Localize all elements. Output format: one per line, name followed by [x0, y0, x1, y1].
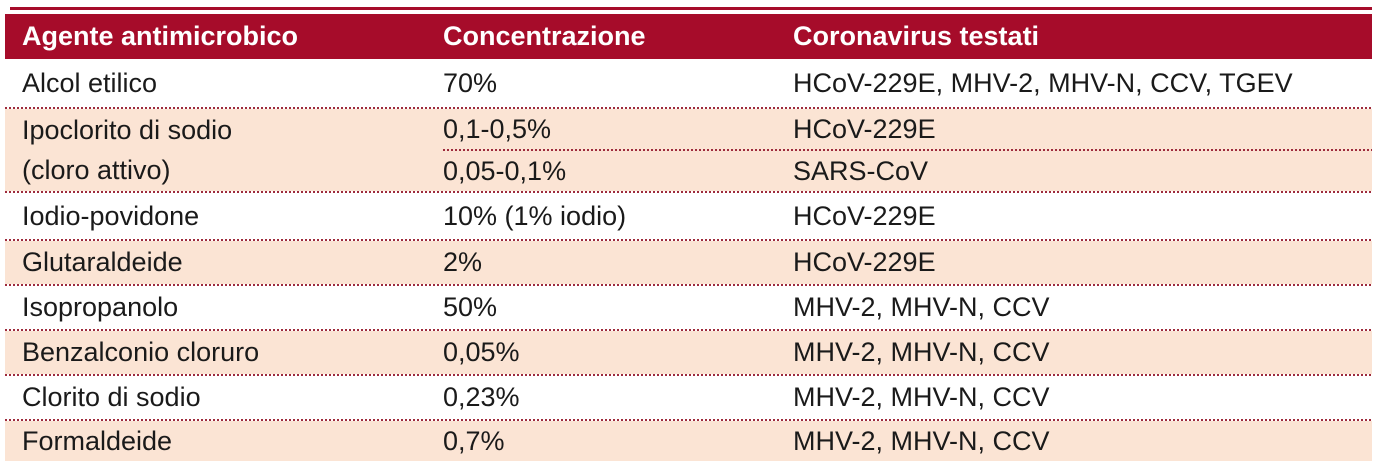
- cell-viruses: HCoV-229E: [793, 247, 936, 277]
- row-separator: [5, 191, 1372, 193]
- cell-agent: Alcol etilico: [22, 67, 158, 98]
- cell-concentration: 0,23%: [443, 382, 520, 412]
- cell-concentration: 2%: [443, 247, 483, 277]
- cell-concentration: 50%: [443, 292, 498, 322]
- row-separator: [5, 284, 1372, 286]
- row-separator: [5, 239, 1372, 241]
- cell-viruses: HCoV-229E: [793, 200, 936, 231]
- row-separator: [5, 419, 1372, 421]
- cell-viruses: SARS-CoV: [793, 155, 929, 186]
- column-header-viruses: Coronavirus testati: [793, 21, 1040, 51]
- cell-concentration: 0,05-0,1%: [443, 155, 567, 186]
- table-top-rule: [10, 7, 1372, 10]
- cell-viruses: HCoV-229E, MHV-2, MHV-N, CCV, TGEV: [793, 67, 1293, 98]
- row-separator: [5, 329, 1372, 331]
- cell-viruses: HCoV-229E: [793, 113, 936, 144]
- table-row: Isopropanolo 50% MHV-2, MHV-N, CCV: [5, 286, 1372, 329]
- column-header-concentration: Concentrazione: [443, 21, 646, 51]
- cell-concentration: 0,1-0,5%: [443, 113, 552, 144]
- cell-viruses: MHV-2, MHV-N, CCV: [793, 337, 1050, 367]
- table-row-merged: Ipoclorito di sodio (cloro attivo) 0,1-0…: [5, 109, 1372, 191]
- table-row: Iodio-povidone 10% (1% iodio) HCoV-229E: [5, 193, 1372, 239]
- cell-agent: Ipoclorito di sodio (cloro attivo): [22, 115, 233, 185]
- cell-viruses: MHV-2, MHV-N, CCV: [793, 425, 1050, 456]
- antimicrobial-agents-table: Agente antimicrobico Concentrazione Coro…: [5, 7, 1372, 461]
- row-separator: [5, 107, 1372, 109]
- cell-concentration: 10% (1% iodio): [443, 200, 627, 231]
- table-row: Alcol etilico 70% HCoV-229E, MHV-2, MHV-…: [5, 59, 1372, 107]
- cell-agent: Formaldeide: [22, 425, 173, 456]
- cell-concentration: 0,7%: [443, 425, 505, 456]
- row-separator: [5, 374, 1372, 376]
- cell-viruses: MHV-2, MHV-N, CCV: [793, 382, 1050, 412]
- cell-concentration: 70%: [443, 67, 498, 98]
- table-row: Benzalconio cloruro 0,05% MHV-2, MHV-N, …: [5, 331, 1372, 374]
- cell-agent: Isopropanolo: [22, 292, 179, 322]
- cell-agent: Benzalconio cloruro: [22, 337, 260, 367]
- cell-agent: Glutaraldeide: [22, 247, 183, 277]
- sub-row-separator: [443, 149, 1372, 151]
- column-header-agent: Agente antimicrobico: [22, 21, 299, 51]
- cell-agent: Iodio-povidone: [22, 200, 200, 231]
- cell-concentration: 0,05%: [443, 337, 520, 367]
- table-row: Glutaraldeide 2% HCoV-229E: [5, 241, 1372, 284]
- table-row: Clorito di sodio 0,23% MHV-2, MHV-N, CCV: [5, 376, 1372, 419]
- table-header-row: Agente antimicrobico Concentrazione Coro…: [5, 14, 1372, 59]
- cell-agent: Clorito di sodio: [22, 382, 201, 412]
- cell-viruses: MHV-2, MHV-N, CCV: [793, 292, 1050, 322]
- table-row: Formaldeide 0,7% MHV-2, MHV-N, CCV: [5, 421, 1372, 461]
